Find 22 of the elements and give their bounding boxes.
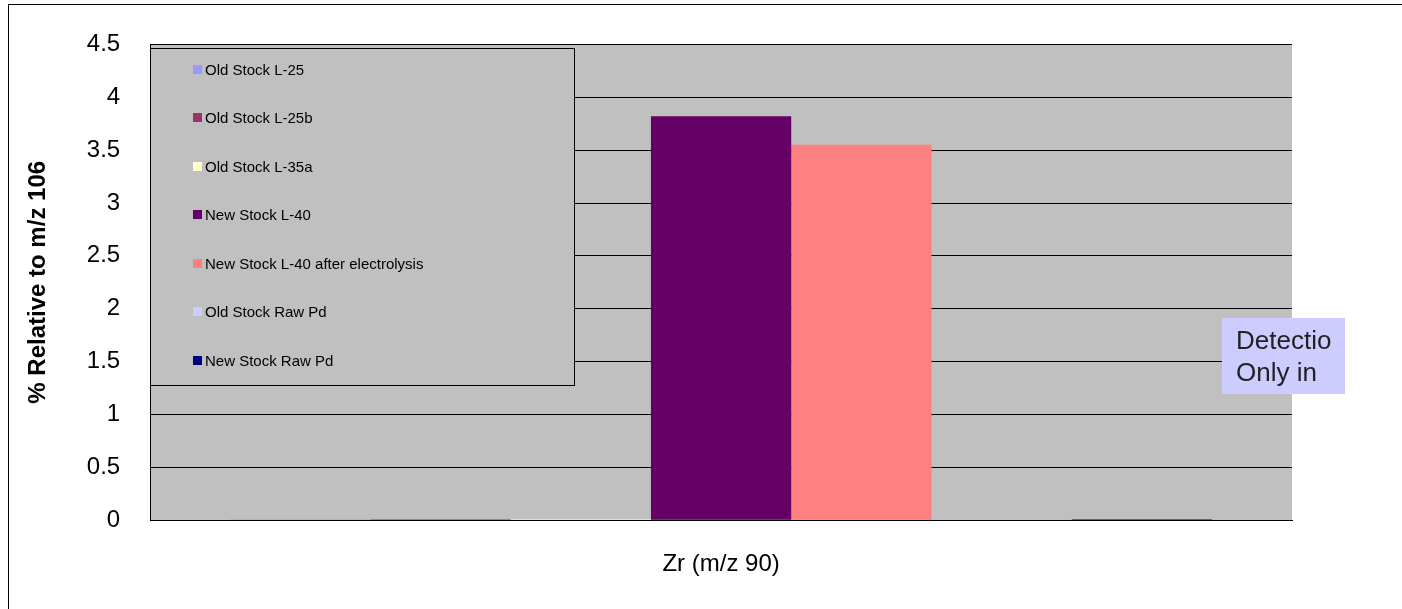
- y-tick-label: 1.5: [86, 346, 121, 374]
- legend-label: Old Stock L-25: [205, 60, 305, 78]
- y-tick-label: 3.5: [86, 134, 121, 162]
- legend-label: Old Stock Raw Pd: [205, 303, 327, 321]
- y-tick-label: 2.5: [86, 240, 121, 268]
- bar: [791, 144, 932, 520]
- y-tick-label: 1: [106, 399, 121, 427]
- y-tick-label: 0.5: [86, 451, 121, 479]
- y-tick-label: 3: [106, 187, 121, 215]
- legend-label: New Stock L-40 after electrolysis: [205, 254, 424, 272]
- y-tick-label: 0: [106, 504, 121, 532]
- legend-label: New Stock Raw Pd: [205, 351, 334, 369]
- bar: [650, 116, 792, 520]
- y-tick-label: 4: [106, 81, 121, 109]
- legend-label: Old Stock L-35a: [205, 157, 313, 175]
- annotation: Detectio Only in: [1222, 318, 1346, 394]
- y-tick-label: 2: [106, 293, 121, 321]
- x-tick-label: Zr (m/z 90): [662, 549, 780, 577]
- y-tick-label: 4.5: [86, 29, 121, 57]
- legend-label: New Stock L-40: [205, 206, 311, 224]
- legend-label: Old Stock L-25b: [205, 109, 313, 127]
- y-axis-title: % Relative to m/z 106: [23, 160, 51, 404]
